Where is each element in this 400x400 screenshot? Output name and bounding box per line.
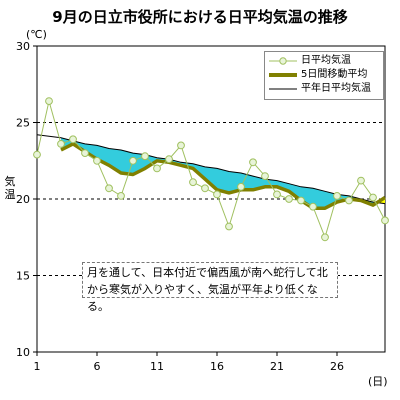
y-tick-label-10: 10 [16, 346, 30, 359]
moving-average-line [60, 142, 386, 210]
legend-item-daily: 日平均気温 [265, 54, 383, 68]
daily-mean-point-8 [117, 192, 125, 200]
y-axis-label: 気温 [5, 174, 16, 201]
below-normal-fill-23-0 [301, 186, 313, 209]
daily-mean-point-22 [285, 195, 293, 203]
legend-item-moving-average: 5日間移動平均 [265, 68, 383, 82]
daily-mean-point-7 [105, 184, 113, 193]
daily-mean-point-20 [261, 172, 269, 181]
daily-mean-point-12 [165, 155, 173, 164]
y-tick-label-25: 25 [16, 117, 30, 130]
daily-mean-point-6 [93, 156, 101, 165]
annotation-line-1: 月を通して、日本付近で偏西風が南へ蛇行して北 [87, 266, 328, 279]
y-tick-label-20: 20 [16, 193, 30, 206]
daily-mean-point-19 [249, 158, 257, 167]
daily-mean-point-24 [309, 202, 317, 211]
daily-mean-point-25 [321, 233, 329, 242]
below-normal-fill-15-0 [205, 166, 217, 190]
daily-mean-point-21 [273, 190, 281, 199]
x-tick-label-21: 21 [270, 360, 284, 373]
daily-mean-point-15 [201, 184, 209, 193]
daily-mean-point-2 [45, 97, 53, 105]
legend-label-normal: 平年日平均気温 [301, 83, 371, 94]
chart-title: 9月の日立市役所における日平均気温の推移 [52, 8, 348, 26]
daily-mean-point-23 [297, 196, 305, 205]
below-normal-fill-16-0 [217, 168, 229, 193]
x-tick-label-1: 1 [34, 360, 41, 373]
legend-label-daily: 日平均気温 [301, 55, 351, 66]
daily-mean-point-18 [237, 182, 245, 191]
normal-temperature-line [36, 134, 386, 205]
y-tick-label-30: 30 [16, 40, 30, 53]
daily-mean-point-9 [129, 156, 137, 165]
legend-swatch-normal [269, 88, 297, 90]
daily-mean-point-26 [333, 192, 341, 200]
daily-mean-point-11 [153, 164, 161, 173]
daily-mean-point-14 [189, 178, 197, 187]
below-normal-fill-24-0 [313, 188, 325, 209]
annotation-box: 月を通して、日本付近で偏西風が南へ蛇行して北 から寒気が入りやすく、気温が平年よ… [82, 262, 338, 313]
daily-mean-point-27 [345, 196, 353, 205]
x-tick-label-6: 6 [94, 360, 101, 373]
daily-mean-point-16 [213, 190, 221, 199]
daily-mean-point-1 [33, 150, 41, 159]
daily-mean-point-10 [141, 152, 149, 161]
daily-mean-point-13 [177, 141, 185, 150]
annotation-line-2: から寒気が入りやすく、気温が平年より低くなる。 [87, 283, 318, 313]
x-tick-label-11: 11 [150, 360, 164, 373]
legend-label-moving-average: 5日間移動平均 [301, 69, 368, 80]
legend-swatch-daily [269, 57, 297, 65]
daily-mean-point-29 [369, 193, 377, 202]
daily-mean-point-4 [69, 135, 77, 144]
legend: 日平均気温 5日間移動平均 平年日平均気温 [264, 51, 384, 100]
x-tick-label-16: 16 [210, 360, 224, 373]
y-tick-label-15: 15 [16, 270, 30, 283]
daily-mean-point-3 [57, 140, 65, 148]
x-axis-unit: (日) [368, 375, 388, 388]
daily-mean-point-30 [381, 216, 389, 225]
legend-item-normal: 平年日平均気温 [265, 82, 383, 96]
legend-swatch-moving-average [269, 73, 297, 77]
daily-mean-point-28 [357, 176, 365, 185]
daily-mean-point-17 [225, 222, 233, 231]
daily-mean-point-5 [81, 149, 89, 158]
x-tick-label-26: 26 [330, 360, 344, 373]
y-axis-unit: (℃) [26, 28, 47, 41]
